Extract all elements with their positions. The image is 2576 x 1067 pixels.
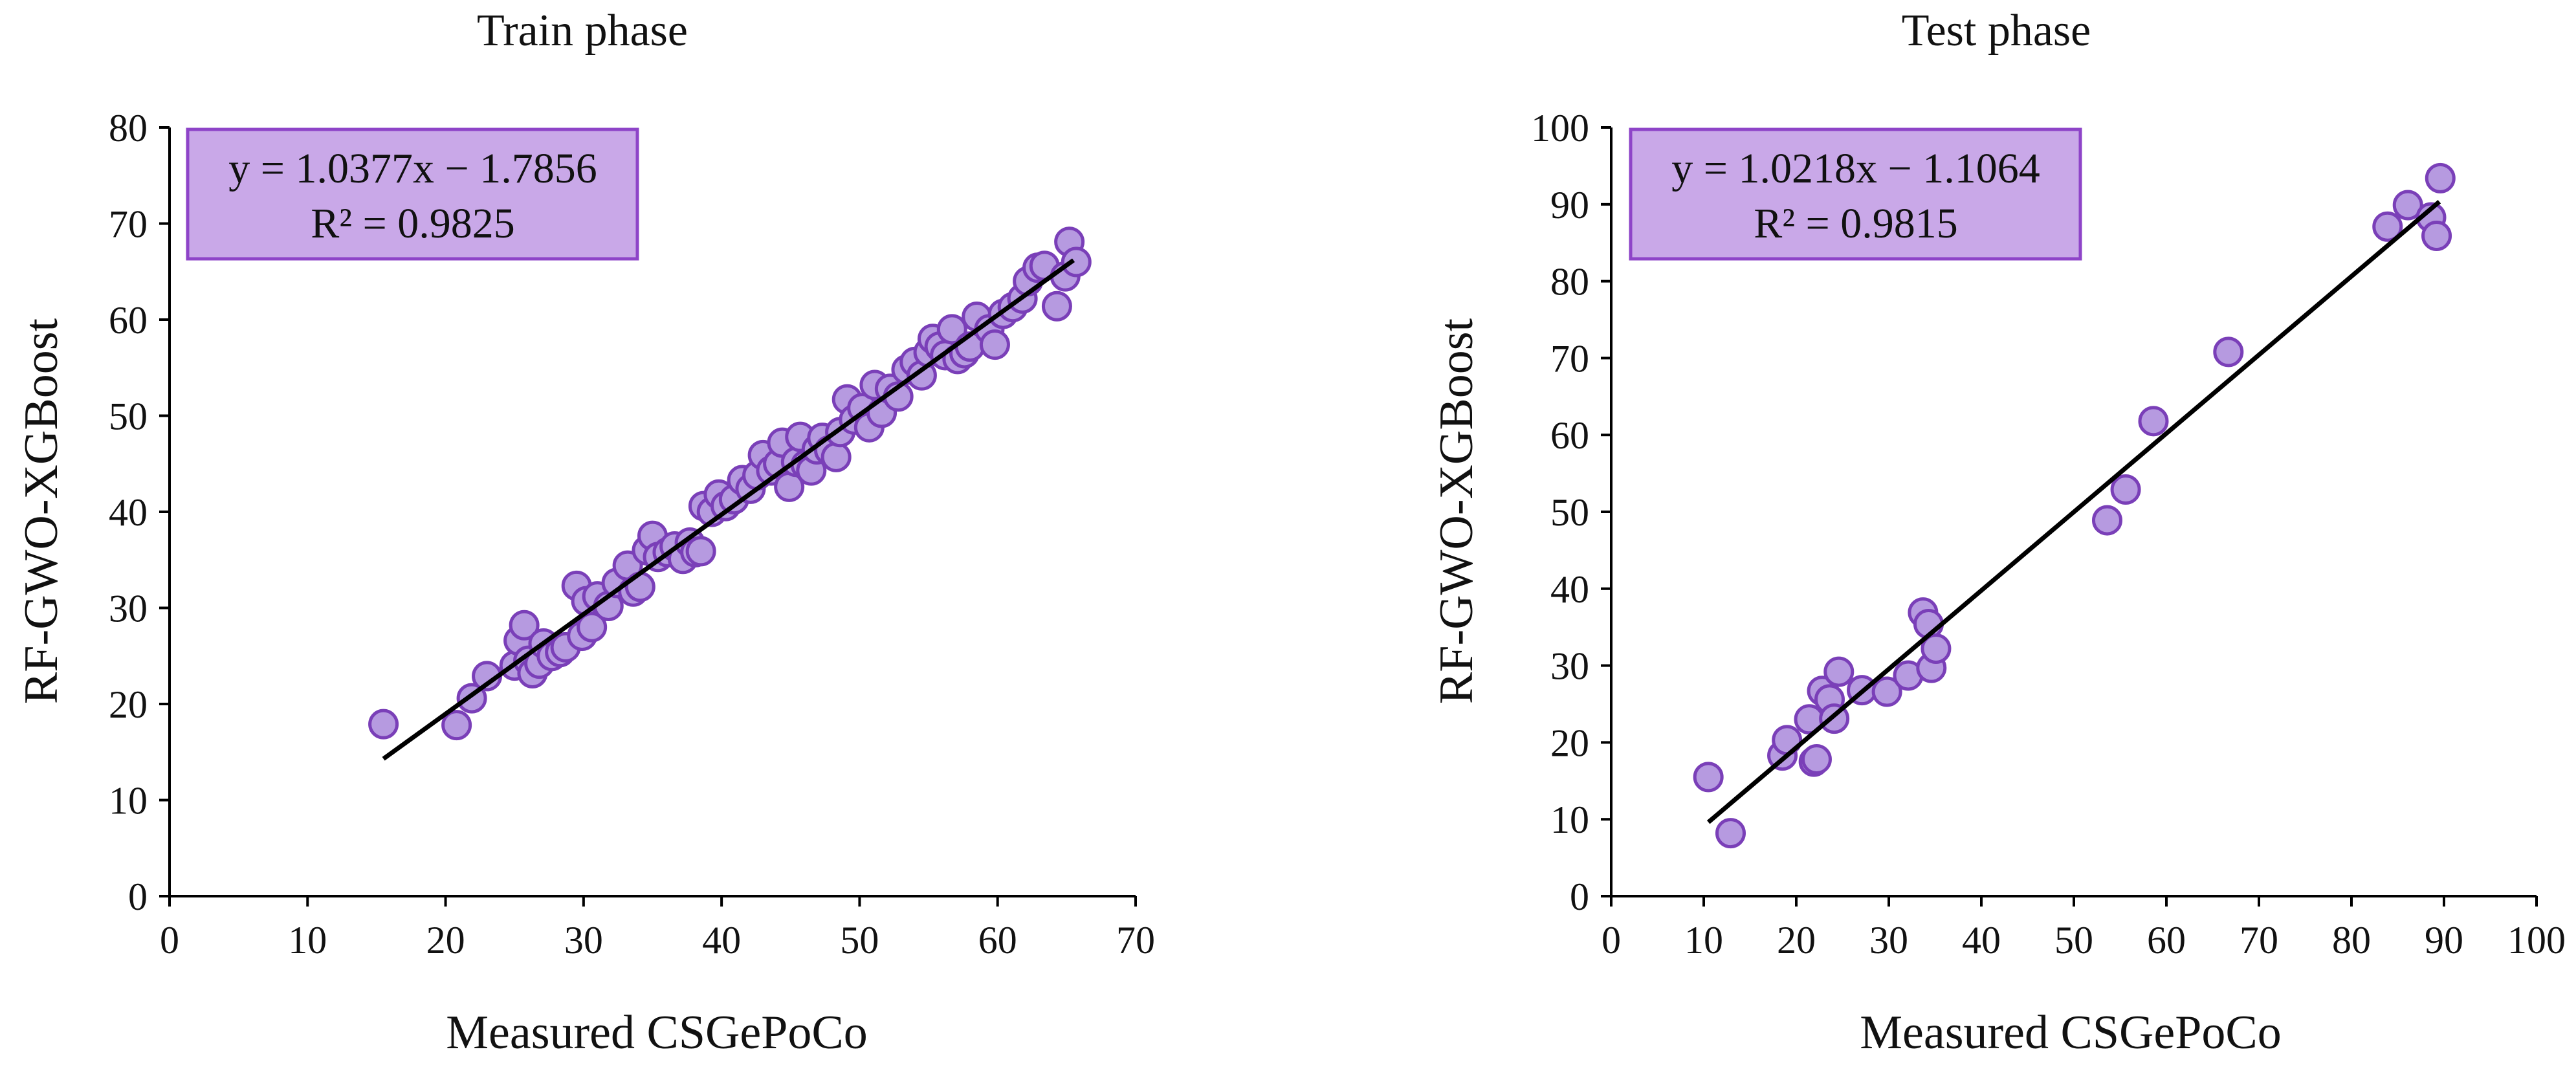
- x-tick-label: 70: [1116, 919, 1155, 962]
- x-tick-label: 40: [702, 919, 741, 962]
- y-tick-label: 60: [109, 299, 148, 342]
- x-tick-label: 80: [2332, 919, 2371, 962]
- x-tick-label: 20: [426, 919, 465, 962]
- x-tick-label: 50: [2054, 919, 2093, 962]
- y-tick-label: 20: [109, 683, 148, 726]
- data-point: [1921, 633, 1952, 664]
- equation-box: y = 1.0218x − 1.1064 R² = 0.9815: [1629, 127, 2082, 261]
- y-tick-label: 10: [1550, 798, 1589, 841]
- y-tick-label: 80: [109, 107, 148, 149]
- data-point: [1801, 744, 1832, 775]
- y-tick-label: 70: [109, 203, 148, 246]
- y-tick-label: 30: [1550, 645, 1589, 688]
- data-point: [1871, 676, 1902, 707]
- y-tick-label: 50: [1550, 491, 1589, 534]
- y-axis-label: RF-GWO-XGBoost: [15, 318, 68, 705]
- data-point: [820, 441, 852, 472]
- x-tick-label: 50: [840, 919, 879, 962]
- regression-equation: y = 1.0377x − 1.7856: [228, 145, 597, 192]
- equation-box-background: [186, 127, 639, 261]
- regression-equation: y = 1.0218x − 1.1064: [1671, 145, 2040, 192]
- y-tick-label: 100: [1531, 107, 1589, 149]
- x-tick-label: 20: [1777, 919, 1816, 962]
- data-point: [2425, 162, 2456, 193]
- data-point: [1693, 762, 1724, 793]
- data-point: [1823, 656, 1855, 687]
- y-tick-label: 80: [1550, 261, 1589, 303]
- y-tick-label: 60: [1550, 414, 1589, 457]
- x-tick-label: 100: [2507, 919, 2566, 962]
- data-point: [936, 314, 967, 345]
- x-tick-label: 40: [1962, 919, 2001, 962]
- trend-line: [1706, 200, 2441, 824]
- tick-labels: 0 10 20 30 40 50 60 70 0 10 20 30 40 50 60 70 80: [109, 107, 1155, 962]
- data-point: [1715, 818, 1746, 849]
- trend-line: [382, 258, 1075, 761]
- chart-title: Test phase: [1902, 6, 2091, 56]
- x-tick-label: 10: [1684, 919, 1723, 962]
- data-point: [441, 710, 472, 741]
- x-tick-label: 70: [2240, 919, 2278, 962]
- y-tick-label: 30: [109, 588, 148, 630]
- y-tick-label: 50: [109, 395, 148, 438]
- data-point: [1061, 247, 1092, 278]
- x-tick-label: 0: [1602, 919, 1621, 962]
- y-tick-label: 70: [1550, 337, 1589, 380]
- x-tick-label: 60: [2147, 919, 2186, 962]
- y-tick-label: 90: [1550, 184, 1589, 226]
- data-point: [577, 611, 608, 643]
- r-squared: R² = 0.9825: [311, 200, 515, 247]
- x-tick-label: 90: [2425, 919, 2463, 962]
- data-point: [2138, 406, 2169, 437]
- data-point: [979, 329, 1010, 360]
- data-point: [624, 571, 655, 602]
- scatter-points: [368, 226, 1092, 741]
- y-tick-label: 20: [1550, 721, 1589, 764]
- x-tick-label: 0: [160, 919, 179, 962]
- x-tick-label: 10: [288, 919, 327, 962]
- y-tick-label: 40: [109, 491, 148, 534]
- data-point: [2213, 336, 2244, 368]
- r-squared: R² = 0.9815: [1754, 200, 1958, 247]
- y-axis-label: RF-GWO-XGBoost: [1430, 318, 1483, 705]
- scatter-points: [1693, 162, 2456, 849]
- data-point: [2392, 190, 2423, 221]
- data-point: [2421, 221, 2452, 252]
- data-point: [1041, 291, 1072, 322]
- data-point: [685, 536, 716, 567]
- data-point: [509, 610, 540, 641]
- train-phase-chart: Train phase Measured CSGePoCo RF-GWO-XGB…: [15, 6, 1155, 1059]
- y-tick-label: 10: [109, 780, 148, 822]
- data-point: [2091, 505, 2122, 536]
- x-tick-label: 30: [564, 919, 603, 962]
- x-axis-label: Measured CSGePoCo: [446, 1006, 868, 1059]
- y-tick-label: 40: [1550, 568, 1589, 611]
- x-tick-label: 30: [1869, 919, 1908, 962]
- y-tick-label: 0: [1570, 875, 1589, 918]
- chart-title: Train phase: [477, 6, 688, 56]
- tick-labels: 0 10 20 30 40 50 60 70 80 90 100 0 10 20 30 40 50 60 70 80 9…: [1531, 107, 2566, 962]
- x-axis-label: Measured CSGePoCo: [1860, 1006, 2282, 1059]
- test-phase-chart: Test phase Measured CSGePoCo RF-GWO-XGBo…: [1430, 6, 2566, 1059]
- data-point: [2372, 211, 2403, 242]
- y-tick-label: 0: [128, 875, 148, 918]
- data-point: [368, 709, 399, 740]
- equation-box: y = 1.0377x − 1.7856 R² = 0.9825: [186, 127, 639, 261]
- equation-box-background: [1629, 127, 2082, 261]
- data-point: [2110, 474, 2141, 505]
- x-tick-label: 60: [978, 919, 1017, 962]
